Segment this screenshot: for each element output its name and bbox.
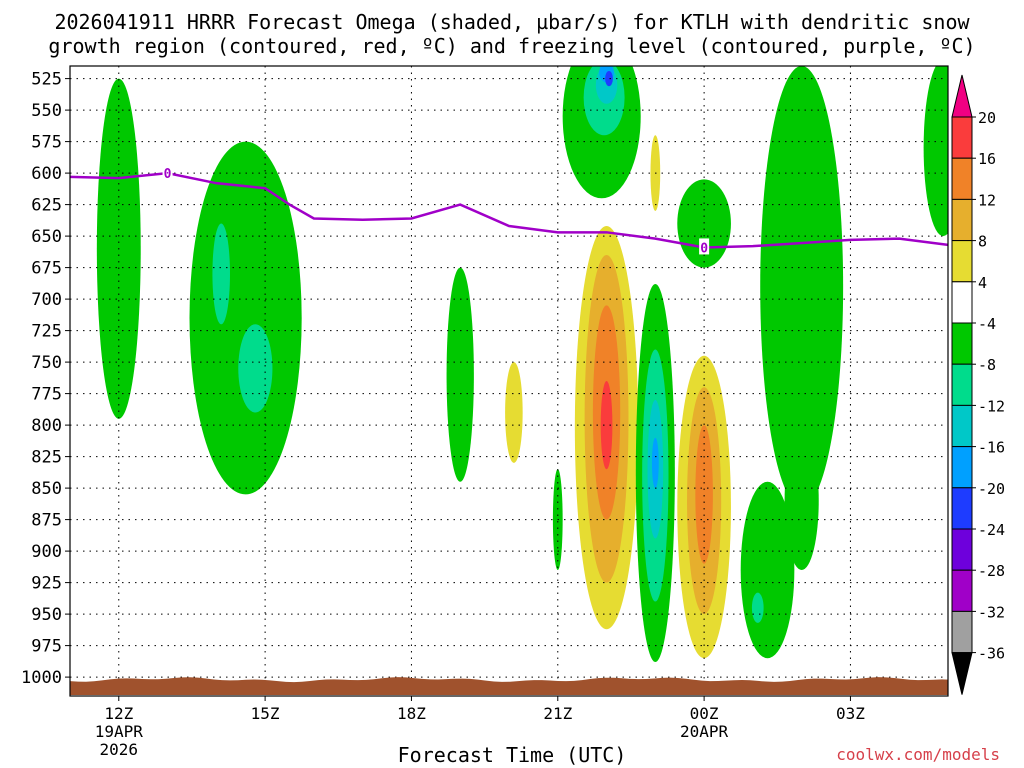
colorbar-label: -20: [978, 480, 1005, 498]
omega-cell-11: [605, 71, 613, 87]
x-tick-label: 15Z: [251, 704, 280, 723]
freezing-level-label: 0: [700, 241, 708, 256]
colorbar-label: 8: [978, 233, 987, 251]
y-tick-label: 900: [31, 542, 62, 562]
chart-title-line1: 2026041911 HRRR Forecast Omega (shaded, …: [54, 10, 970, 34]
freezing-label-bg-0: [162, 164, 173, 181]
colorbar-segment: [951, 404, 973, 448]
omega-cell-5: [505, 362, 523, 463]
omega-cell-20: [651, 437, 659, 489]
grid: [70, 66, 948, 696]
y-tick-label: 575: [31, 133, 62, 153]
colorbar-segment: [951, 281, 973, 324]
colorbar-label: 4: [978, 274, 987, 292]
colorbar-label: -28: [978, 562, 1005, 580]
colorbar-label: 16: [978, 150, 996, 168]
colorbar-top-arrow: [951, 74, 973, 118]
y-tick-label: 1000: [21, 668, 62, 688]
freezing-level-line: [69, 171, 949, 249]
colorbar-segment: [951, 487, 973, 530]
x-tick-date: 20APR: [680, 722, 729, 741]
omega-cell-24: [695, 425, 713, 564]
x-tick-label: 18Z: [397, 704, 426, 723]
y-tick-label: 850: [31, 479, 62, 499]
y-tick-label: 975: [31, 637, 62, 657]
omega-cell-25: [760, 66, 844, 507]
colorbar-segment: [951, 446, 973, 489]
colorbar-label: -4: [978, 315, 996, 333]
x-tick-label: 21Z: [543, 704, 572, 723]
y-tick-label: 525: [31, 70, 62, 90]
terrain: [70, 677, 948, 695]
colorbar-label: -8: [978, 356, 996, 374]
y-tick-label: 625: [31, 196, 62, 216]
y-tick-label: 650: [31, 227, 62, 247]
freezing-level-label: 0: [164, 167, 172, 182]
colorbar-segment: [951, 240, 973, 283]
y-tick-label: 550: [31, 101, 62, 121]
omega-shading: [96, 66, 948, 662]
omega-cell-28: [751, 592, 764, 623]
x-tick-label: 12Z: [104, 704, 133, 723]
colorbar-segment: [951, 569, 973, 612]
omega-cell-29: [923, 66, 948, 237]
colorbar-segment: [951, 363, 973, 406]
colorbar-label: 12: [978, 191, 996, 209]
omega-cell-15: [600, 381, 613, 470]
omega-cell-27: [784, 431, 819, 570]
colorbar-label: -24: [978, 521, 1005, 539]
colorbar-label: -32: [978, 603, 1005, 621]
x-tick-label: 00Z: [690, 704, 719, 723]
x-tick-year: 2026: [100, 740, 139, 759]
colorbar: 20 16 12 8 4 -4 -8 -12 -16 -20 -24 -28 -32 -36: [951, 74, 1005, 695]
colorbar-bottom-arrow: [951, 652, 973, 695]
colorbar-label: -12: [978, 397, 1005, 415]
y-tick-label: 700: [31, 290, 62, 310]
y-tick-label: 950: [31, 605, 62, 625]
omega-cell-2: [212, 223, 230, 325]
colorbar-label: 20: [978, 109, 996, 127]
y-tick-label: 600: [31, 164, 62, 184]
y-tick-label: 925: [31, 574, 62, 594]
colorbar-segment: [951, 116, 973, 159]
x-tick-label: 03Z: [836, 704, 865, 723]
y-tick-label: 675: [31, 259, 62, 279]
chart-title-line2: growth region (contoured, red, ºC) and f…: [48, 34, 976, 58]
freezing-label-bg-1: [699, 238, 710, 255]
y-tick-label: 825: [31, 448, 62, 468]
colorbar-segment: [951, 157, 973, 200]
y-tick-label: 875: [31, 511, 62, 531]
y-tick-label: 750: [31, 353, 62, 373]
colorbar-segment: [951, 198, 973, 242]
omega-cell-1: [189, 141, 302, 495]
y-tick-label: 800: [31, 416, 62, 436]
y-tick-label: 775: [31, 385, 62, 405]
colorbar-segment: [951, 322, 973, 365]
omega-cell-4: [446, 267, 474, 482]
colorbar-segment: [951, 528, 973, 571]
colorbar-label: -16: [978, 439, 1005, 457]
terrain-ground: [70, 677, 948, 695]
colorbar-segment: [951, 610, 973, 654]
x-tick-date: 19APR: [95, 722, 144, 741]
credit-link[interactable]: coolwx.com/models: [836, 745, 1000, 764]
y-tick-label: 725: [31, 322, 62, 342]
omega-cell-3: [238, 324, 273, 413]
plot-border: [69, 65, 949, 697]
colorbar-label: -36: [978, 645, 1005, 663]
x-axis-title: Forecast Time (UTC): [397, 743, 627, 767]
